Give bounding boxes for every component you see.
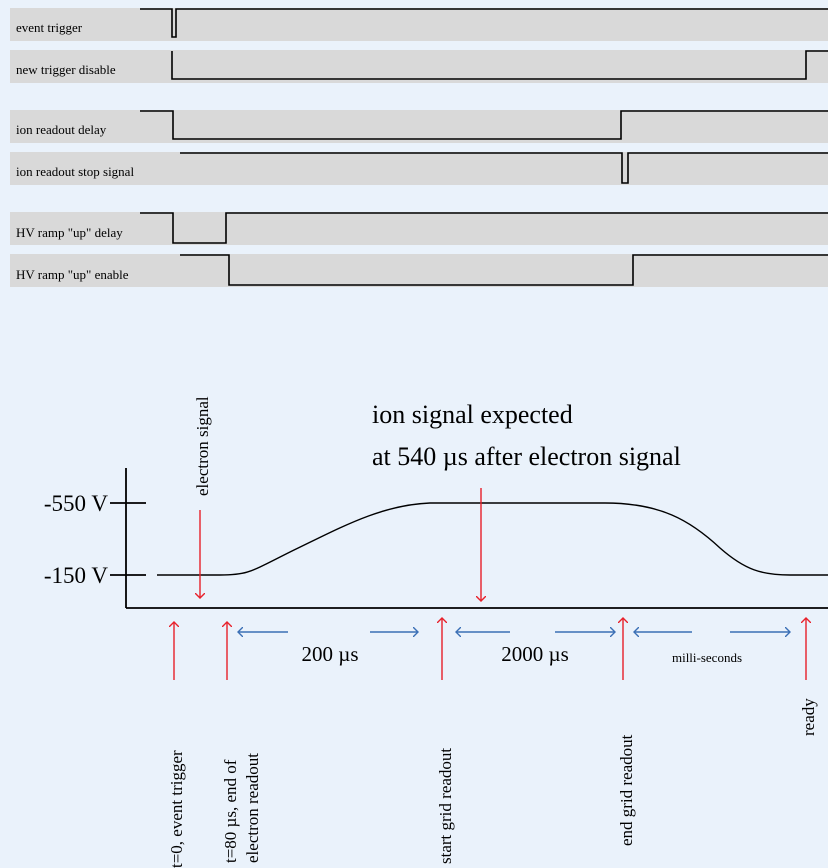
signal-waveform — [171, 50, 828, 80]
interval-milliseconds: milli-seconds — [634, 632, 790, 665]
signal-ion-readout-delay: ion readout delay — [10, 110, 828, 143]
signal-new-trigger-disable: new trigger disable — [10, 50, 828, 83]
signal-hv-ramp-up-enable: HV ramp "up" enable — [10, 254, 828, 287]
voltage-low-label: -150 V — [44, 563, 108, 588]
interval-label: 2000 µs — [501, 642, 569, 666]
interval-label: milli-seconds — [672, 650, 742, 665]
signal-waveform — [140, 110, 828, 140]
interval-2000us: 2000 µs — [456, 632, 615, 666]
signal-band — [10, 50, 828, 83]
voltage-curve — [157, 502, 828, 576]
signal-band — [10, 110, 828, 143]
signal-waveform — [180, 254, 828, 286]
signal-label: ion readout delay — [16, 122, 107, 137]
signal-label: ion readout stop signal — [16, 164, 134, 179]
signal-band — [10, 152, 828, 185]
ready-label: ready — [799, 698, 818, 736]
interval-200us: 200 µs — [238, 632, 418, 666]
electron-signal-label: electron signal — [193, 396, 212, 496]
signal-waveform — [180, 152, 828, 184]
ion-annotation-line2: at 540 µs after electron signal — [372, 442, 681, 471]
signal-hv-ramp-up-delay: HV ramp "up" delay — [10, 212, 828, 245]
signal-band — [10, 8, 828, 41]
signal-band — [10, 254, 828, 287]
end-electron-label-line1: t=80 µs, end of — [221, 759, 240, 863]
signal-waveform — [140, 8, 828, 38]
signal-label: event trigger — [16, 20, 83, 35]
voltage-plot: -550 V -150 V — [44, 468, 828, 609]
ion-annotation-line1: ion signal expected — [372, 400, 573, 429]
end-electron-label-line2: electron readout — [243, 753, 262, 863]
signal-event-trigger: event trigger — [10, 8, 828, 41]
start-grid-label: start grid readout — [436, 748, 455, 864]
signal-label: HV ramp "up" enable — [16, 267, 129, 282]
signal-band — [10, 212, 828, 245]
signal-label: HV ramp "up" delay — [16, 225, 123, 240]
signal-waveform — [140, 212, 828, 244]
event-trigger-label: t=0, event trigger — [167, 750, 186, 868]
voltage-high-label: -550 V — [44, 491, 108, 516]
signal-ion-readout-stop: ion readout stop signal — [10, 152, 828, 185]
signal-label: new trigger disable — [16, 62, 116, 77]
interval-label: 200 µs — [301, 642, 358, 666]
end-grid-label: end grid readout — [617, 734, 636, 846]
